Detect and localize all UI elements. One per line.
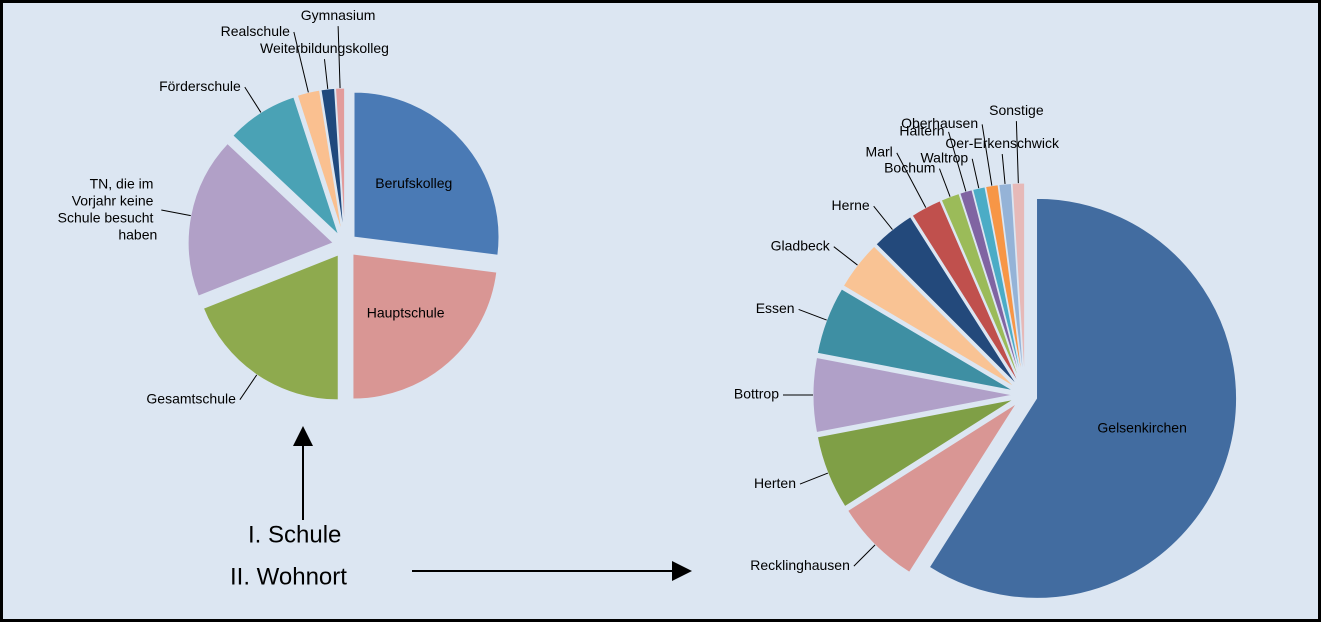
slice-label: Waltrop — [920, 150, 968, 166]
pie-slice — [187, 142, 335, 297]
slice-label: Herten — [754, 475, 796, 491]
pie-slice — [816, 398, 1015, 508]
leader-line — [798, 308, 827, 321]
slice-label: Sonstige — [989, 102, 1044, 118]
leader-line — [1001, 154, 1006, 184]
leader-line — [293, 31, 309, 93]
slice-label: Essen — [756, 300, 795, 316]
slice-label: Herne — [832, 197, 870, 213]
leader-line — [323, 59, 329, 90]
leader-line — [239, 374, 258, 400]
leader-line — [244, 86, 262, 113]
slice-label: Förderschule — [159, 78, 241, 94]
leader-line — [161, 209, 191, 217]
pie-slice — [352, 253, 498, 400]
slice-label: Oer-Erkenschwick — [945, 135, 1060, 151]
slice-label: TN, die im Vorjahr keine Schule besucht … — [58, 175, 158, 242]
slice-label: Recklinghausen — [750, 557, 850, 573]
pie-slice — [353, 91, 500, 256]
slice-label: Oberhausen — [901, 115, 978, 131]
pie-slice — [232, 96, 340, 236]
leader-line — [337, 26, 341, 89]
slice-label: Hauptschule — [367, 305, 445, 321]
pie-slice — [928, 197, 1237, 599]
slice-label: Berufskolleg — [375, 175, 452, 191]
slice-label: Bochum — [884, 159, 935, 175]
slice-label: Weiterbildungskolleg — [260, 40, 389, 56]
slice-label: Gesamtschule — [146, 390, 236, 406]
pie-slice — [812, 356, 1014, 434]
slice-label: Haltern — [899, 123, 944, 139]
leader-line — [948, 131, 967, 192]
leader-line — [1015, 121, 1019, 184]
leader-line — [981, 124, 993, 186]
leader-line — [799, 472, 829, 485]
pie-slice — [959, 189, 1023, 384]
pie-slice — [1011, 182, 1026, 384]
leader-line — [896, 152, 927, 208]
slice-label: Gladbeck — [771, 237, 831, 253]
slice-label: Gelsenkirchen — [1097, 420, 1187, 436]
leader-line — [971, 158, 980, 189]
pie-slice — [296, 89, 343, 234]
pie-slice — [842, 245, 1016, 389]
leader-line — [833, 246, 858, 266]
annotation: I. Schule — [248, 521, 341, 548]
slice-label: Realschule — [221, 23, 290, 39]
slice-label: Marl — [866, 144, 893, 160]
slice-label: Bottrop — [734, 386, 779, 402]
slice-label: Gymnasium — [301, 7, 376, 23]
pie-slice — [320, 87, 345, 234]
leader-line — [938, 168, 951, 197]
annotation: II. Wohnort — [230, 563, 347, 590]
leader-line — [853, 544, 876, 567]
leader-line — [873, 205, 893, 230]
pie-slice — [940, 192, 1022, 384]
